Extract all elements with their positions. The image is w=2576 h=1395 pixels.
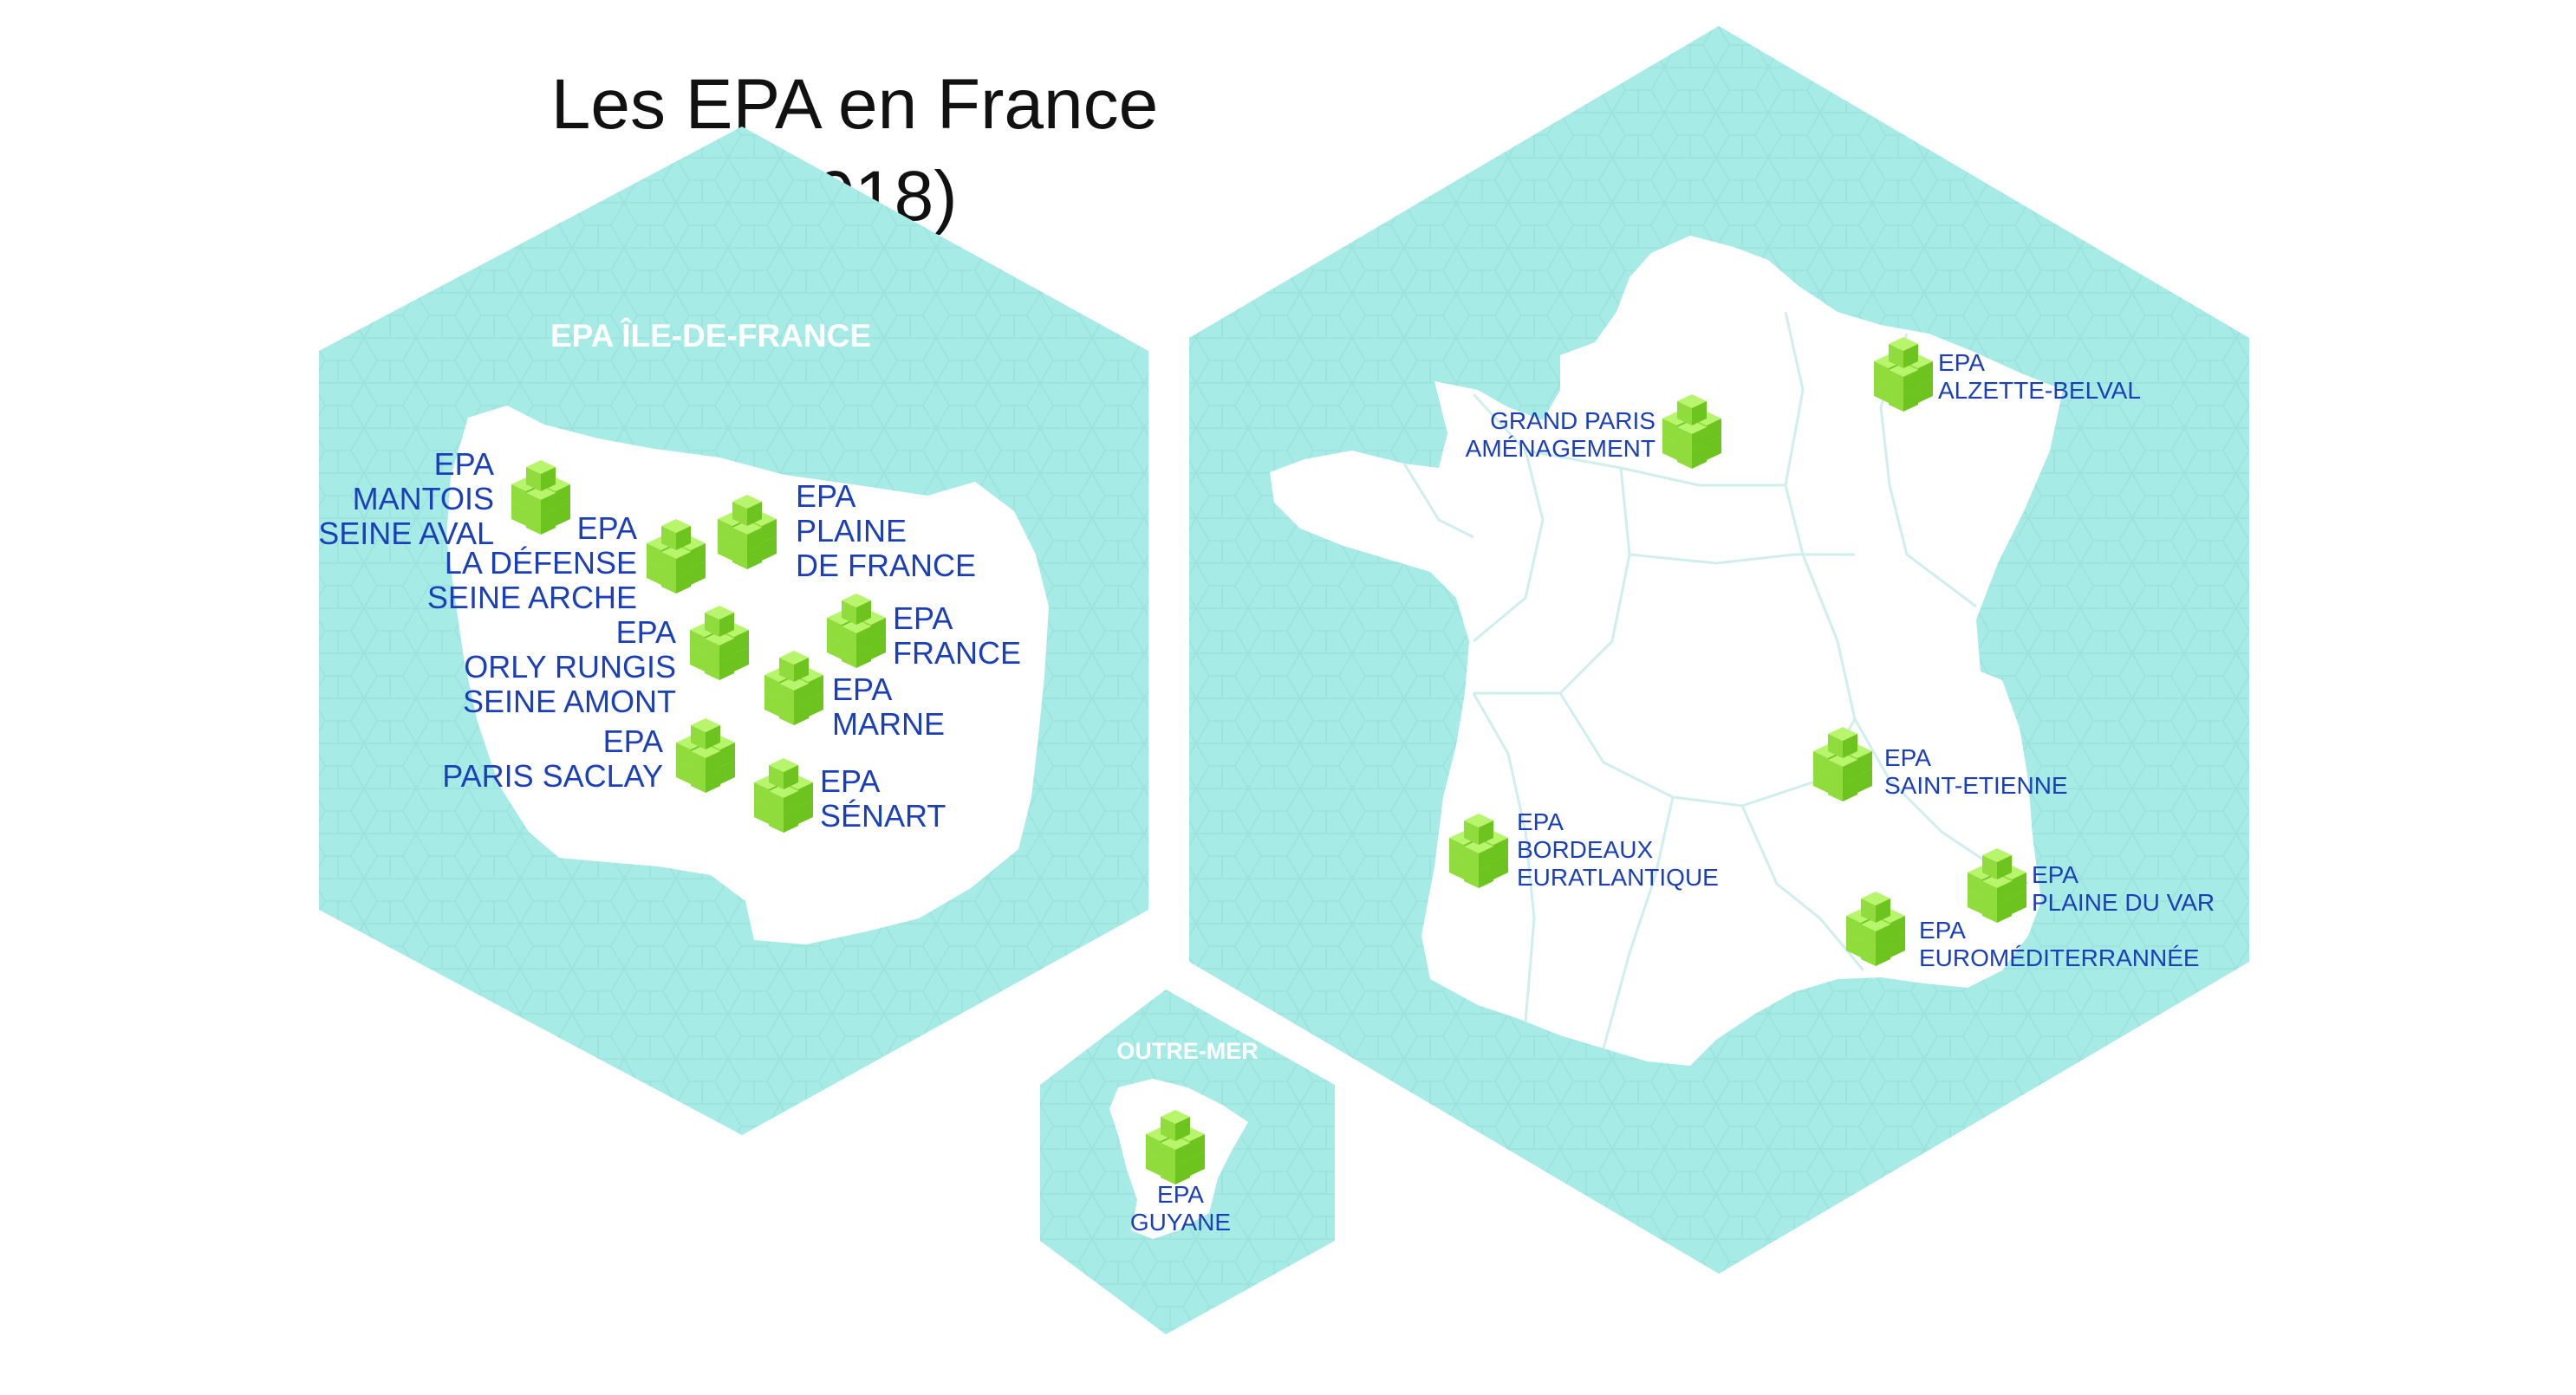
epa-label-line: EPA	[1938, 349, 1985, 376]
epa-labels: EPA MANTOIS SEINE AVAL EPA LA DÉFENSE SEINE A…	[318, 349, 2215, 1236]
epa-label-line: DE FRANCE	[796, 548, 976, 583]
epa-label-saint-etienne: EPA SAINT-ETIENNE	[1884, 744, 2068, 799]
ile-de-france-land	[446, 406, 1049, 944]
epa-label-la-defense: EPA LA DÉFENSE SEINE ARCHE	[427, 510, 637, 615]
epa-label-line: FRANCE	[893, 635, 1021, 671]
epa-label-line: EPA	[832, 672, 892, 707]
epa-label-plaine-de-france: EPA PLAINE DE FRANCE	[796, 478, 976, 583]
epa-label-line: MANTOIS	[353, 481, 494, 516]
epa-label-line: PLAINE	[796, 513, 907, 548]
epa-label-line: EURATLANTIQUE	[1517, 864, 1719, 891]
epa-label-line: EPA	[434, 446, 494, 482]
epa-label-mantois: EPA MANTOIS SEINE AVAL	[318, 446, 494, 551]
epa-label-line: EPA	[820, 763, 880, 799]
france-panel	[1189, 26, 2249, 1274]
epa-label-alzette-belval: EPA ALZETTE-BELVAL	[1938, 349, 2141, 404]
epa-label-line: SEINE ARCHE	[427, 580, 637, 615]
epa-label-marne: EPA MARNE	[832, 672, 945, 742]
epa-label-senart: EPA SÉNART	[820, 763, 946, 834]
epa-label-line: SEINE AVAL	[318, 516, 494, 551]
epa-label-line: SÉNART	[820, 798, 946, 834]
epa-label-line: BORDEAUX	[1517, 836, 1653, 863]
epa-label-paris-saclay: EPA PARIS SACLAY	[442, 723, 663, 794]
epa-label-line: EPA	[1884, 744, 1931, 771]
epa-label-line: GRAND PARIS	[1490, 407, 1656, 434]
epa-label-line: EPA	[616, 614, 676, 650]
epa-label-line: SEINE AMONT	[463, 684, 676, 719]
epa-label-guyane: EPA GUYANE	[1130, 1181, 1231, 1236]
ile-de-france-title: EPA ÎLE-DE-FRANCE	[550, 317, 871, 354]
corsica-land	[2158, 1009, 2197, 1109]
epa-label-bordeaux: EPA BORDEAUX EURATLANTIQUE	[1517, 808, 1719, 891]
epa-label-line: GUYANE	[1130, 1209, 1231, 1236]
epa-label-line: EUROMÉDITERRANNÉE	[1919, 944, 2200, 971]
epa-label-line: PLAINE DU VAR	[2032, 889, 2215, 916]
epa-label-line: SAINT-ETIENNE	[1884, 772, 2068, 799]
epa-label-line: ALZETTE-BELVAL	[1938, 377, 2141, 404]
epa-label-line: EPA	[796, 478, 855, 514]
epa-label-line: ORLY RUNGIS	[464, 649, 676, 685]
epa-label-plaine-du-var: EPA PLAINE DU VAR	[2032, 861, 2215, 916]
map-title-line-1: Les EPA en France	[550, 65, 1159, 144]
epa-label-line: MARNE	[832, 706, 945, 742]
epa-label-euromediterranee: EPA EUROMÉDITERRANNÉE	[1919, 917, 2200, 971]
epa-label-line: LA DÉFENSE	[445, 545, 637, 581]
epa-label-line: EPA	[1157, 1181, 1204, 1208]
outre-mer-title: OUTRE-MER	[1116, 1038, 1259, 1064]
epa-label-line: EPA	[2032, 861, 2078, 888]
epa-label-epa-france: EPA FRANCE	[893, 600, 1021, 671]
epa-label-line: EPA	[603, 723, 663, 759]
epa-label-line: EPA	[1517, 808, 1564, 835]
epa-label-grand-paris: GRAND PARIS AMÉNAGEMENT	[1466, 407, 1656, 462]
epa-label-line: AMÉNAGEMENT	[1466, 435, 1656, 462]
epa-label-line: PARIS SACLAY	[442, 758, 663, 794]
epa-label-orly-rungis: EPA ORLY RUNGIS SEINE AMONT	[463, 614, 676, 719]
epa-label-line: EPA	[1919, 917, 1966, 944]
epa-label-line: EPA	[893, 600, 953, 636]
epa-label-line: EPA	[577, 510, 637, 546]
